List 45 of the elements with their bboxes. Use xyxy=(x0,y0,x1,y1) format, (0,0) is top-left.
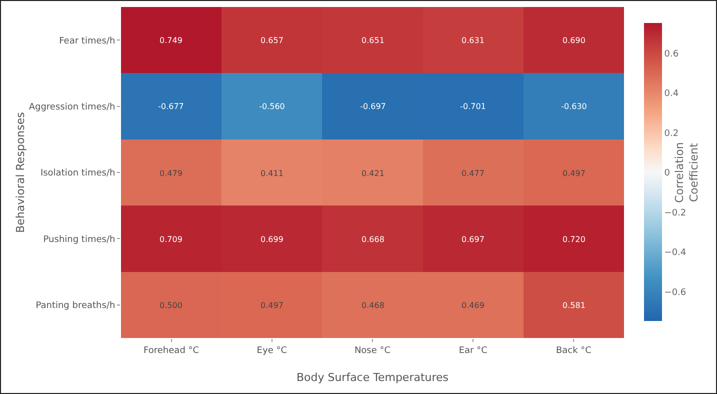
color-bar-label: −0.6 xyxy=(664,288,686,298)
y-tick-label: Panting breaths/h xyxy=(36,301,116,312)
color-bar-label: 0.2 xyxy=(664,128,679,139)
x-tick-label: Forehead °C xyxy=(144,346,200,356)
data-label: 0.477 xyxy=(462,168,484,178)
data-label: 0.468 xyxy=(362,300,384,310)
color-bar-label: 0.6 xyxy=(664,49,679,60)
data-label: 0.497 xyxy=(260,300,284,310)
data-label: 0.690 xyxy=(562,36,586,45)
y-tick-label: Aggression times/h xyxy=(28,102,116,112)
y-tick-label: Pushing times/h xyxy=(43,234,116,245)
x-tick-label: Eye °C xyxy=(256,346,287,356)
data-label: -0.630 xyxy=(561,102,587,111)
data-label: -0.560 xyxy=(259,102,285,111)
color-bar-title: Correlation Coefficient xyxy=(673,142,700,203)
data-label: 0.479 xyxy=(160,168,182,178)
y-tick-label: Fear times/h xyxy=(59,36,116,46)
data-label: 0.657 xyxy=(260,36,284,45)
color-bar-label: −0.4 xyxy=(664,248,686,258)
data-label: 0.631 xyxy=(462,36,484,45)
data-label: -0.697 xyxy=(360,102,386,111)
data-label: 0.720 xyxy=(562,234,586,244)
data-label: 0.709 xyxy=(160,234,182,244)
data-label: 0.651 xyxy=(362,36,384,45)
data-label: 0.421 xyxy=(362,168,384,178)
color-bar-label: −0.2 xyxy=(664,208,686,218)
data-label: -0.701 xyxy=(460,102,486,111)
data-label: -0.677 xyxy=(158,102,184,111)
data-label: 0.469 xyxy=(462,300,484,310)
data-label: 0.497 xyxy=(562,168,586,178)
data-label: 0.411 xyxy=(260,168,284,178)
x-tick-label: Nose °C xyxy=(354,346,391,356)
data-label: 0.581 xyxy=(562,300,586,310)
x-tick-label: Back °C xyxy=(556,346,592,356)
x-axis-title: Body Surface Temperatures xyxy=(296,371,449,384)
color-bar-label: 0.4 xyxy=(664,89,679,100)
data-label: 0.500 xyxy=(160,300,182,310)
y-tick-label: Isolation times/h xyxy=(40,168,116,179)
data-label: 0.699 xyxy=(260,234,284,244)
y-axis-title: Behavioral Responses xyxy=(14,112,27,233)
data-label: 0.697 xyxy=(462,234,484,244)
data-label: 0.749 xyxy=(160,36,182,45)
color-bar-label: 0 xyxy=(664,168,670,179)
data-label: 0.668 xyxy=(362,234,384,244)
x-tick-label: Ear °C xyxy=(458,346,488,356)
